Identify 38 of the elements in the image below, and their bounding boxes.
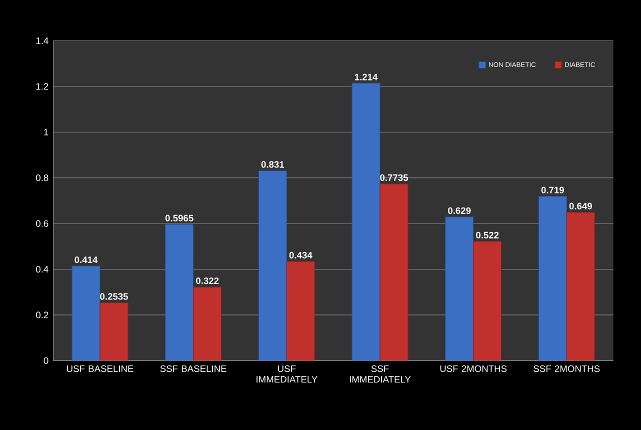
data-label: 0.629 (448, 207, 471, 214)
data-label: 0.414 (74, 256, 98, 264)
bar (445, 216, 474, 361)
y-tick-label: 0.8 (36, 174, 48, 182)
bar (72, 266, 100, 361)
x-tick-label: USF BASELINE (67, 365, 134, 372)
bar (473, 241, 502, 361)
y-tick-label: 1.2 (36, 83, 48, 90)
bar (538, 196, 567, 361)
y-tick-label: 0.2 (36, 312, 48, 318)
x-tick-label: USF IMMEDIATELY (256, 365, 318, 383)
x-tick-label: SSF IMMEDIATELY (350, 365, 411, 383)
x-tick-label: USF 2MONTHS (440, 365, 507, 372)
data-label: 0.2535 (100, 293, 128, 300)
data-label: 0.322 (196, 278, 219, 284)
y-tick-label: 0.6 (36, 220, 48, 227)
y-tick-label: 0.4 (36, 266, 48, 273)
data-label: 0.649 (569, 202, 592, 210)
data-label: 0.434 (289, 252, 312, 259)
bar (352, 82, 380, 361)
x-tick-label: SSF 2MONTHS (534, 365, 600, 372)
data-label: 0.831 (261, 161, 284, 168)
y-tick-label: 0 (44, 357, 48, 364)
data-label: 0.522 (476, 232, 499, 238)
x-tick-label: SSF BASELINE (160, 365, 226, 372)
y-tick-label: 1 (44, 128, 48, 136)
bar (100, 302, 128, 361)
bar (165, 224, 194, 361)
data-label: 0.7735 (380, 174, 408, 181)
bar (286, 261, 315, 361)
bar (380, 184, 408, 361)
data-label: 0.719 (541, 186, 564, 194)
data-label: 1.214 (354, 74, 378, 80)
data-label: 0.5965 (165, 214, 194, 222)
bar (193, 286, 222, 361)
bar (566, 212, 595, 361)
y-tick-label: 1.4 (36, 37, 48, 44)
bar (258, 170, 287, 361)
